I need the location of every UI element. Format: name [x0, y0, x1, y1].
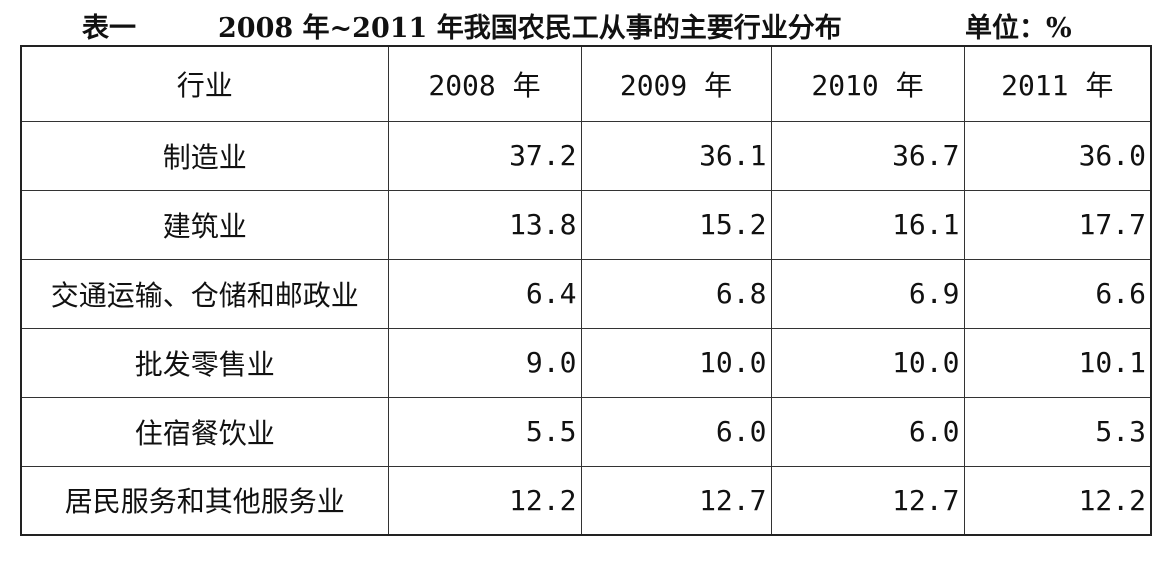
header-row: 行业 2008 年 2009 年 2010 年 2011 年 — [20, 45, 1152, 122]
industry-name: 交通运输、仓储和邮政业 — [20, 258, 389, 329]
percentage-cell: 6.8 — [580, 258, 772, 329]
percentage-cell: 10.0 — [580, 327, 772, 398]
percentage-cell: 12.7 — [770, 465, 965, 536]
column-header: 行业 — [20, 45, 389, 122]
percentage-cell: 12.7 — [580, 465, 772, 536]
percentage-cell: 36.7 — [770, 120, 965, 191]
percentage-cell: 5.5 — [387, 396, 582, 467]
percentage-cell: 6.0 — [770, 396, 965, 467]
industry-name: 住宿餐饮业 — [20, 396, 389, 467]
table-row: 批发零售业 9.0 10.0 10.0 10.1 — [20, 327, 1152, 398]
table-row: 交通运输、仓储和邮政业 6.4 6.8 6.9 6.6 — [20, 258, 1152, 329]
percentage-cell: 36.1 — [580, 120, 772, 191]
percentage-cell: 10.1 — [963, 327, 1152, 398]
table-row: 建筑业 13.8 15.2 16.1 17.7 — [20, 189, 1152, 260]
table-label: 表一 — [82, 13, 136, 44]
column-header: 2008 年 — [387, 45, 582, 122]
table-title: 2008 年~2011 年我国农民工从事的主要行业分布 — [218, 13, 842, 44]
table-row: 住宿餐饮业 5.5 6.0 6.0 5.3 — [20, 396, 1152, 467]
column-header: 2011 年 — [963, 45, 1152, 122]
percentage-cell: 5.3 — [963, 396, 1152, 467]
percentage-cell: 16.1 — [770, 189, 965, 260]
data-table: 行业 2008 年 2009 年 2010 年 2011 年制造业 37.2 36.1 36.… — [20, 45, 1152, 536]
percentage-cell: 9.0 — [387, 327, 582, 398]
percentage-cell: 15.2 — [580, 189, 772, 260]
column-header: 2010 年 — [770, 45, 965, 122]
percentage-cell: 6.4 — [387, 258, 582, 329]
percentage-cell: 37.2 — [387, 120, 582, 191]
percentage-cell: 10.0 — [770, 327, 965, 398]
percentage-cell: 6.9 — [770, 258, 965, 329]
percentage-cell: 12.2 — [963, 465, 1152, 536]
percentage-cell: 6.0 — [580, 396, 772, 467]
percentage-cell: 6.6 — [963, 258, 1152, 329]
industry-name: 批发零售业 — [20, 327, 389, 398]
table-row: 制造业 37.2 36.1 36.7 36.0 — [20, 120, 1152, 191]
header: 表一 2008 年~2011 年我国农民工从事的主要行业分布 单位：% — [0, 2, 1168, 44]
industry-name: 居民服务和其他服务业 — [20, 465, 389, 536]
unit: 单位：% — [965, 13, 1072, 44]
percentage-cell: 12.2 — [387, 465, 582, 536]
industry-name: 建筑业 — [20, 189, 389, 260]
industry-name: 制造业 — [20, 120, 389, 191]
column-header: 2009 年 — [580, 45, 772, 122]
percentage-cell: 17.7 — [963, 189, 1152, 260]
percentage-cell: 36.0 — [963, 120, 1152, 191]
percentage-cell: 13.8 — [387, 189, 582, 260]
table-row: 居民服务和其他服务业 12.2 12.7 12.7 12.2 — [20, 465, 1152, 536]
